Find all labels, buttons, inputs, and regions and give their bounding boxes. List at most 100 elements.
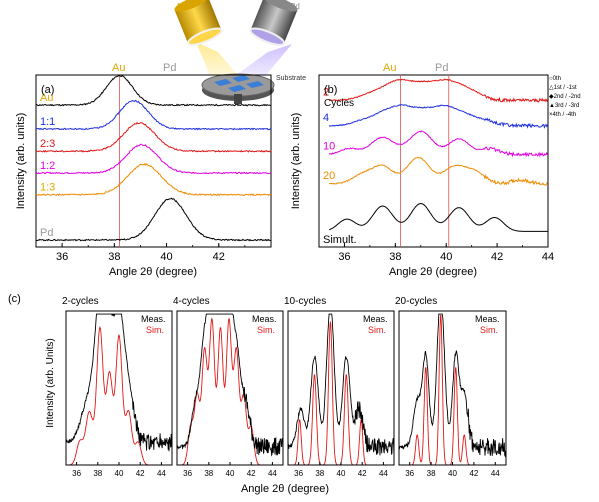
illustration-au-label: Au bbox=[176, 2, 186, 11]
panel-c-subplot-title: 2-cycles bbox=[62, 296, 99, 307]
panel-b-series-label-simult: Simult. bbox=[323, 234, 357, 246]
panel-b-ref-pd-label: Pd bbox=[435, 62, 448, 74]
panel-a-series-label-1-1: 1:1 bbox=[40, 116, 55, 128]
panel-b-frame bbox=[318, 74, 549, 248]
panel-c-xtick-label: 40 bbox=[448, 469, 457, 478]
panel-c-meas-curve bbox=[65, 313, 173, 452]
panel-b: 2 4 10 20 Simult. 36 38 40 42 44 (b) Cycles Au P… bbox=[290, 62, 581, 278]
panel-a-xtick-label: 42 bbox=[213, 251, 225, 263]
panel-b-series-20 bbox=[329, 156, 548, 186]
panel-c-meas-curve bbox=[176, 313, 284, 457]
panel-b-xtick-label: 44 bbox=[542, 251, 554, 263]
panel-c-legend-meas: Meas. bbox=[475, 314, 500, 324]
panel-c-xtick-label: 42 bbox=[469, 469, 478, 478]
panel-c-xtick-label: 38 bbox=[315, 469, 324, 478]
panel-c-legend-meas: Meas. bbox=[363, 314, 388, 324]
panel-b-xtick-label: 42 bbox=[491, 251, 503, 263]
panel-c-xtick-label: 38 bbox=[427, 469, 436, 478]
panel-c-legend-sim: Sim. bbox=[480, 325, 498, 335]
panel-a-series-pd bbox=[35, 197, 272, 242]
panel-a-series-1-3 bbox=[35, 162, 272, 197]
panel-c-xtick-label: 36 bbox=[183, 469, 192, 478]
panel-c-xtick-label: 42 bbox=[136, 469, 145, 478]
panel-c-subplot-2-cycles: 36 38 40 42 44 2-cycles Meas.Sim. bbox=[62, 296, 173, 478]
panel-b-series-label-10: 10 bbox=[323, 141, 335, 153]
panel-c-xtick-label: 44 bbox=[157, 469, 166, 478]
panel-a-ref-pd-label: Pd bbox=[163, 62, 176, 74]
panel-b-series-simult bbox=[329, 202, 548, 232]
panel-b-series-label-4: 4 bbox=[323, 112, 329, 124]
panel-a-series-1-1 bbox=[35, 99, 272, 131]
panel-c-xtick-label: 36 bbox=[294, 469, 303, 478]
panel-c-xlabel: Angle 2θ (degree) bbox=[241, 483, 329, 495]
panel-a-ylabel: Intensity (arb. units) bbox=[15, 113, 27, 210]
panel-b-cycles-label: Cycles bbox=[324, 98, 354, 109]
panel-b-xtick-label: 36 bbox=[338, 251, 350, 263]
panel-c-label: (c) bbox=[8, 293, 21, 305]
panel-c-legend-meas: Meas. bbox=[252, 314, 277, 324]
panel-c-sim-curve bbox=[66, 326, 172, 466]
panel-a-series-label-1-3: 1:3 bbox=[40, 182, 55, 194]
panel-b-legend-1st: △1st / -1st bbox=[549, 85, 577, 91]
pd-source-icon bbox=[249, 0, 298, 46]
panel-c-subplot-4-cycles: 36 38 40 42 44 4-cycles Meas.Sim. bbox=[173, 296, 284, 478]
panel-a-ref-au-label: Au bbox=[112, 62, 125, 74]
panel-c-xtick-label: 44 bbox=[268, 469, 277, 478]
panel-b-legend-2nd: ◆2nd / -2nd bbox=[549, 94, 581, 100]
panel-b-xlabel: Angle 2θ (degree) bbox=[389, 266, 477, 278]
deposition-illustration: Au Pd Substrate bbox=[174, 0, 306, 104]
panel-c-subplot-title: 20-cycles bbox=[395, 296, 437, 307]
panel-b-ref-au-label: Au bbox=[383, 62, 396, 74]
au-source-icon bbox=[174, 0, 223, 46]
panel-c-xtick-label: 36 bbox=[405, 469, 414, 478]
panel-c-legend-sim: Sim. bbox=[368, 325, 386, 335]
panel-a-series-1-2 bbox=[36, 143, 272, 175]
panel-c-xtick-label: 40 bbox=[226, 469, 235, 478]
panel-b-label: (b) bbox=[324, 84, 337, 96]
panel-c-xtick-label: 42 bbox=[247, 469, 256, 478]
panel-a-xtick-label: 38 bbox=[108, 251, 120, 263]
panel-c-xtick-label: 44 bbox=[379, 469, 388, 478]
panel-c-subplot-20-cycles: 36 38 40 42 44 20-cycles Meas.Sim. bbox=[395, 296, 507, 478]
panel-a-xlabel: Angle 2θ (degree) bbox=[109, 266, 197, 278]
panel-b-legend-4th: ×4th / -4th bbox=[549, 112, 576, 118]
panel-c-xtick-label: 42 bbox=[358, 469, 367, 478]
panel-a-series-au bbox=[35, 74, 272, 107]
panel-c-xtick-label: 40 bbox=[337, 469, 346, 478]
panel-b-legend-3rd: ▲3rd / -3rd bbox=[549, 103, 579, 109]
panel-c-xtick-label: 44 bbox=[491, 469, 500, 478]
panel-b-series-label-2: 2 bbox=[323, 86, 329, 98]
pd-beam bbox=[232, 44, 292, 80]
panel-a-series-label-2-3: 2:3 bbox=[40, 138, 55, 150]
panel-c-xtick-label: 38 bbox=[204, 469, 213, 478]
panel-c-xtick-label: 40 bbox=[115, 469, 124, 478]
panel-a-label: (a) bbox=[41, 84, 54, 96]
panel-a-xtick-label: 40 bbox=[160, 251, 172, 263]
panel-a-xtick-label: 36 bbox=[56, 251, 68, 263]
illustration-substrate-label: Substrate bbox=[276, 75, 306, 82]
panel-a: Au 1:1 2:3 1:2 1:3 Pd 36 38 40 42 (a) Au Pd Angl… bbox=[15, 62, 272, 278]
panel-c-legend-meas: Meas. bbox=[141, 314, 166, 324]
panel-b-series-10 bbox=[328, 130, 548, 158]
panel-c-xtick-label: 36 bbox=[72, 469, 81, 478]
panel-c-ylabel: Intensity (arb. Units) bbox=[45, 338, 56, 427]
au-beam bbox=[196, 42, 240, 80]
panel-a-series-label-au: Au bbox=[40, 92, 53, 104]
panel-b-series-4 bbox=[328, 104, 548, 129]
panel-c-meas-curve bbox=[398, 313, 507, 458]
panel-c: (c) Intensity (arb. Units) Angle 2θ (deg… bbox=[8, 293, 507, 495]
panel-c-legend-sim: Sim. bbox=[257, 325, 275, 335]
panel-b-xtick-label: 38 bbox=[389, 251, 401, 263]
panel-a-series-2-3 bbox=[35, 121, 272, 153]
panel-b-xtick-label: 40 bbox=[440, 251, 452, 263]
panel-c-meas-curve bbox=[287, 313, 395, 456]
panel-a-series-label-pd: Pd bbox=[40, 227, 53, 239]
panel-a-series-label-1-2: 1:2 bbox=[40, 160, 55, 172]
panel-c-legend-sim: Sim. bbox=[146, 325, 164, 335]
panel-c-subplot-title: 10-cycles bbox=[284, 296, 326, 307]
panel-b-series-2 bbox=[329, 78, 548, 103]
panel-b-ylabel: Intensity (arb. units) bbox=[290, 113, 302, 210]
panel-c-subplot-10-cycles: 36 38 40 42 44 10-cycles Meas.Sim. bbox=[284, 296, 395, 478]
panel-c-xtick-label: 38 bbox=[93, 469, 102, 478]
